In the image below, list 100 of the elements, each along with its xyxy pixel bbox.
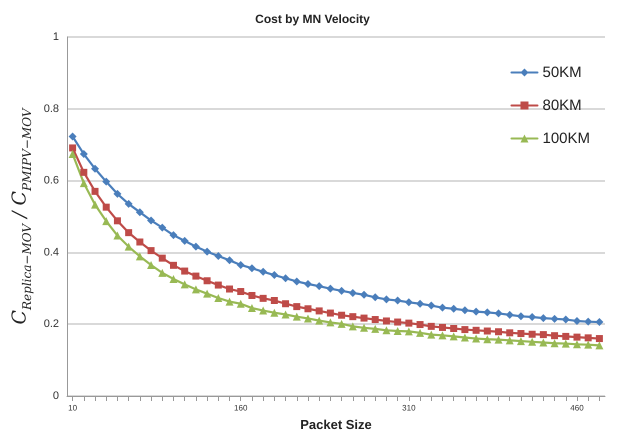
point <box>506 329 514 336</box>
point <box>472 326 480 334</box>
point <box>270 308 278 317</box>
point <box>293 303 300 310</box>
point <box>113 232 122 240</box>
point <box>236 260 245 269</box>
point <box>92 188 99 195</box>
point <box>382 326 390 334</box>
point <box>438 304 446 312</box>
point <box>169 274 178 283</box>
point <box>539 314 548 322</box>
point <box>349 313 356 320</box>
x-tick-label: 10 <box>68 404 78 412</box>
point <box>136 238 144 246</box>
point <box>158 254 166 262</box>
point <box>348 322 357 330</box>
point <box>528 313 536 322</box>
point <box>270 271 278 280</box>
point <box>506 336 514 344</box>
chart-title: Cost by MN Velocity <box>255 12 370 26</box>
point <box>394 327 402 336</box>
point <box>192 272 200 280</box>
point <box>573 334 580 341</box>
point <box>326 284 334 293</box>
point <box>304 305 312 312</box>
point <box>428 322 435 330</box>
point <box>170 262 177 269</box>
point <box>304 314 312 322</box>
legend-label: 80KM <box>542 97 582 114</box>
point <box>572 316 581 325</box>
point <box>148 247 155 254</box>
point <box>405 320 412 327</box>
point <box>528 330 536 338</box>
point <box>416 300 424 308</box>
point <box>450 304 458 313</box>
point <box>226 256 234 264</box>
point <box>540 331 547 338</box>
point <box>315 282 324 290</box>
point <box>584 318 592 326</box>
point <box>528 338 536 346</box>
point <box>394 296 402 305</box>
point <box>91 164 100 173</box>
y-tick-label: 0.8 <box>44 102 59 115</box>
point <box>427 330 436 339</box>
point <box>113 190 122 198</box>
point <box>248 304 256 312</box>
point <box>124 242 133 251</box>
y-tick-label: 0 <box>52 390 59 402</box>
point <box>248 292 256 299</box>
point <box>338 286 346 295</box>
y-tick-label: 0.4 <box>44 246 59 258</box>
point <box>169 231 178 240</box>
point <box>282 274 290 282</box>
point <box>181 268 188 275</box>
point <box>124 200 133 208</box>
point <box>180 236 189 245</box>
point <box>158 268 166 277</box>
point <box>69 144 76 152</box>
point <box>460 333 469 342</box>
point <box>596 335 603 342</box>
y-tick-label: 0.2 <box>44 318 59 330</box>
x-tick-label: 310 <box>402 404 416 412</box>
point <box>136 252 144 260</box>
point <box>204 277 211 284</box>
y-axis-title: CReplica−MOV / CPMIPV−MOV <box>8 107 34 325</box>
point <box>192 285 200 294</box>
point <box>382 295 390 304</box>
point <box>226 286 234 293</box>
point <box>472 308 480 316</box>
point <box>80 150 88 158</box>
point <box>259 268 268 276</box>
point <box>506 310 514 319</box>
point <box>382 317 390 324</box>
point <box>461 326 468 334</box>
point <box>450 332 458 340</box>
point <box>282 310 290 319</box>
point <box>304 280 312 288</box>
point <box>516 337 525 346</box>
point <box>237 288 244 296</box>
point <box>80 168 88 176</box>
point <box>483 335 492 344</box>
point <box>416 328 424 337</box>
point <box>226 298 234 306</box>
point <box>158 224 166 232</box>
point <box>259 306 268 315</box>
point <box>68 132 77 140</box>
x-tick-label: 460 <box>570 404 584 412</box>
point <box>203 290 212 298</box>
point <box>360 314 368 322</box>
point <box>450 325 458 332</box>
point <box>438 331 446 340</box>
point <box>562 340 570 348</box>
point <box>125 229 132 236</box>
point <box>438 324 446 331</box>
point <box>394 318 402 326</box>
point <box>282 300 290 308</box>
point <box>360 324 368 332</box>
point <box>584 334 592 342</box>
point <box>562 332 570 340</box>
point <box>338 320 346 328</box>
